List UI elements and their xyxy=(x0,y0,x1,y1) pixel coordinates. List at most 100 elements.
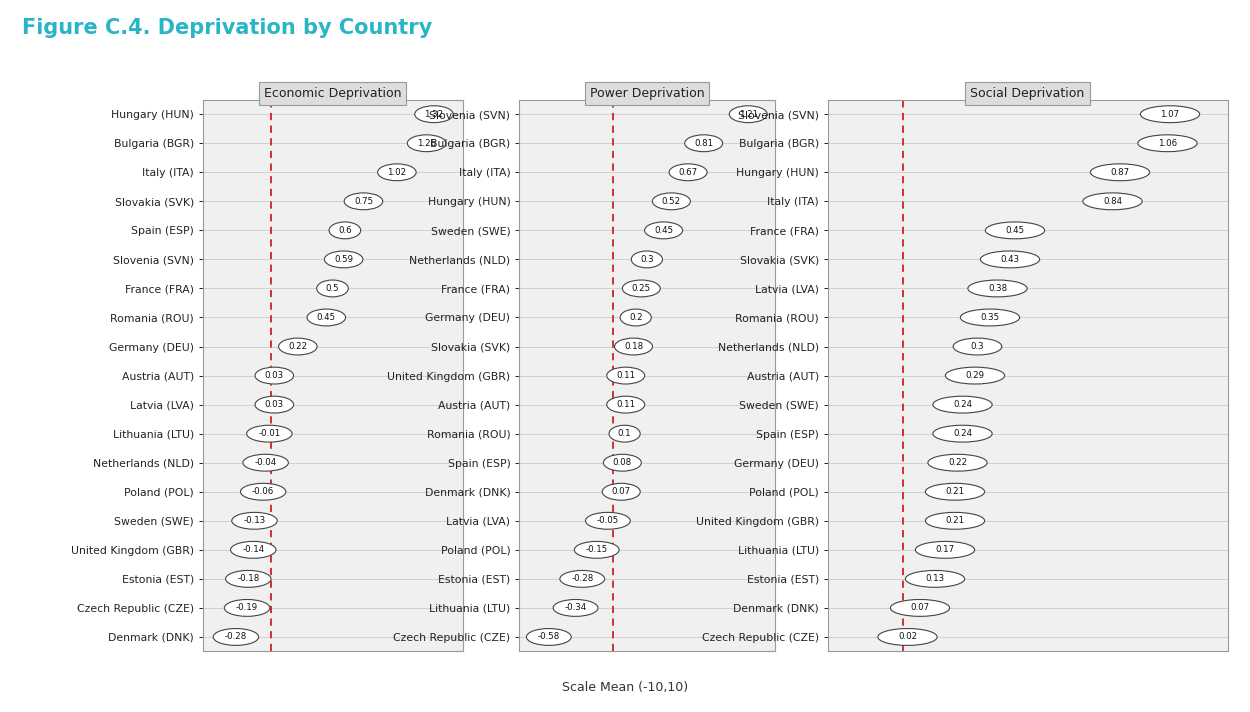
Ellipse shape xyxy=(231,513,278,529)
Ellipse shape xyxy=(585,513,630,529)
Text: 0.22: 0.22 xyxy=(289,342,308,351)
Ellipse shape xyxy=(316,280,349,297)
Text: 0.67: 0.67 xyxy=(679,168,698,177)
Ellipse shape xyxy=(925,513,985,529)
Text: 1.32: 1.32 xyxy=(425,110,444,119)
Ellipse shape xyxy=(602,483,640,500)
Text: -0.06: -0.06 xyxy=(253,487,274,496)
Text: 0.3: 0.3 xyxy=(640,255,654,264)
Text: 1.07: 1.07 xyxy=(1160,110,1180,119)
Ellipse shape xyxy=(985,222,1045,239)
Ellipse shape xyxy=(685,135,722,152)
Ellipse shape xyxy=(554,600,598,617)
Ellipse shape xyxy=(574,541,619,558)
Title: Social Deprivation: Social Deprivation xyxy=(970,87,1085,100)
Text: 0.45: 0.45 xyxy=(654,226,674,235)
Text: 0.07: 0.07 xyxy=(910,603,930,612)
Text: Scale Mean (-10,10): Scale Mean (-10,10) xyxy=(562,681,688,694)
Text: -0.19: -0.19 xyxy=(236,603,259,612)
Ellipse shape xyxy=(631,251,662,268)
Text: Figure C.4. Deprivation by Country: Figure C.4. Deprivation by Country xyxy=(22,18,432,38)
Text: 0.6: 0.6 xyxy=(338,226,351,235)
Ellipse shape xyxy=(560,570,605,587)
Text: -0.28: -0.28 xyxy=(225,632,248,642)
Text: 0.35: 0.35 xyxy=(980,313,1000,322)
Ellipse shape xyxy=(968,280,1028,297)
Ellipse shape xyxy=(606,367,645,384)
Text: 0.11: 0.11 xyxy=(616,400,635,409)
Ellipse shape xyxy=(246,425,292,442)
Title: Power Deprivation: Power Deprivation xyxy=(590,87,704,100)
Text: 1.02: 1.02 xyxy=(388,168,406,177)
Text: 0.3: 0.3 xyxy=(971,342,984,351)
Text: 1.26: 1.26 xyxy=(418,139,436,148)
Ellipse shape xyxy=(1082,193,1142,210)
Text: 0.59: 0.59 xyxy=(334,255,354,264)
Ellipse shape xyxy=(329,222,361,239)
Ellipse shape xyxy=(915,541,975,558)
Ellipse shape xyxy=(224,600,270,617)
Ellipse shape xyxy=(408,135,446,152)
Ellipse shape xyxy=(344,193,382,210)
Ellipse shape xyxy=(652,193,690,210)
Text: 0.17: 0.17 xyxy=(935,545,955,555)
Text: 0.25: 0.25 xyxy=(631,284,651,293)
Ellipse shape xyxy=(214,629,259,645)
Ellipse shape xyxy=(279,338,318,355)
Text: 0.13: 0.13 xyxy=(925,575,945,583)
Ellipse shape xyxy=(878,629,938,645)
Ellipse shape xyxy=(242,454,289,471)
Ellipse shape xyxy=(1140,106,1200,122)
Text: 0.07: 0.07 xyxy=(611,487,631,496)
Text: 0.22: 0.22 xyxy=(948,459,968,467)
Text: -0.04: -0.04 xyxy=(255,459,276,467)
Ellipse shape xyxy=(980,251,1040,268)
Ellipse shape xyxy=(925,483,985,500)
Text: 0.45: 0.45 xyxy=(316,313,336,322)
Text: 0.45: 0.45 xyxy=(1005,226,1025,235)
Ellipse shape xyxy=(225,570,271,587)
Ellipse shape xyxy=(729,106,768,122)
Ellipse shape xyxy=(255,367,294,384)
Text: -0.05: -0.05 xyxy=(596,516,619,525)
Text: 0.21: 0.21 xyxy=(945,516,965,525)
Text: 0.5: 0.5 xyxy=(326,284,339,293)
Ellipse shape xyxy=(932,425,992,442)
Ellipse shape xyxy=(620,309,651,326)
Text: 0.03: 0.03 xyxy=(265,400,284,409)
Text: -0.01: -0.01 xyxy=(259,429,280,438)
Ellipse shape xyxy=(890,600,950,617)
Text: 0.24: 0.24 xyxy=(952,400,972,409)
Text: -0.14: -0.14 xyxy=(242,545,265,555)
Ellipse shape xyxy=(308,309,345,326)
Text: -0.18: -0.18 xyxy=(238,575,260,583)
Ellipse shape xyxy=(932,396,992,413)
Text: 0.02: 0.02 xyxy=(898,632,918,642)
Ellipse shape xyxy=(255,396,294,413)
Text: 0.52: 0.52 xyxy=(661,197,681,206)
Text: 0.87: 0.87 xyxy=(1110,168,1130,177)
Title: Economic Deprivation: Economic Deprivation xyxy=(264,87,401,100)
Ellipse shape xyxy=(669,164,707,181)
Text: 0.1: 0.1 xyxy=(618,429,631,438)
Text: 0.84: 0.84 xyxy=(1102,197,1122,206)
Ellipse shape xyxy=(604,454,641,471)
Ellipse shape xyxy=(230,541,276,558)
Text: 0.75: 0.75 xyxy=(354,197,372,206)
Ellipse shape xyxy=(325,251,362,268)
Text: 0.38: 0.38 xyxy=(988,284,1008,293)
Text: 0.18: 0.18 xyxy=(624,342,642,351)
Text: 0.08: 0.08 xyxy=(612,459,632,467)
Ellipse shape xyxy=(240,483,286,500)
Text: 0.03: 0.03 xyxy=(265,371,284,380)
Ellipse shape xyxy=(615,338,652,355)
Ellipse shape xyxy=(609,425,640,442)
Text: -0.15: -0.15 xyxy=(585,545,608,555)
Text: 0.29: 0.29 xyxy=(965,371,985,380)
Ellipse shape xyxy=(415,106,454,122)
Ellipse shape xyxy=(954,338,1001,355)
Text: -0.34: -0.34 xyxy=(565,603,586,612)
Text: 0.11: 0.11 xyxy=(616,371,635,380)
Text: 1.06: 1.06 xyxy=(1158,139,1177,148)
Ellipse shape xyxy=(645,222,682,239)
